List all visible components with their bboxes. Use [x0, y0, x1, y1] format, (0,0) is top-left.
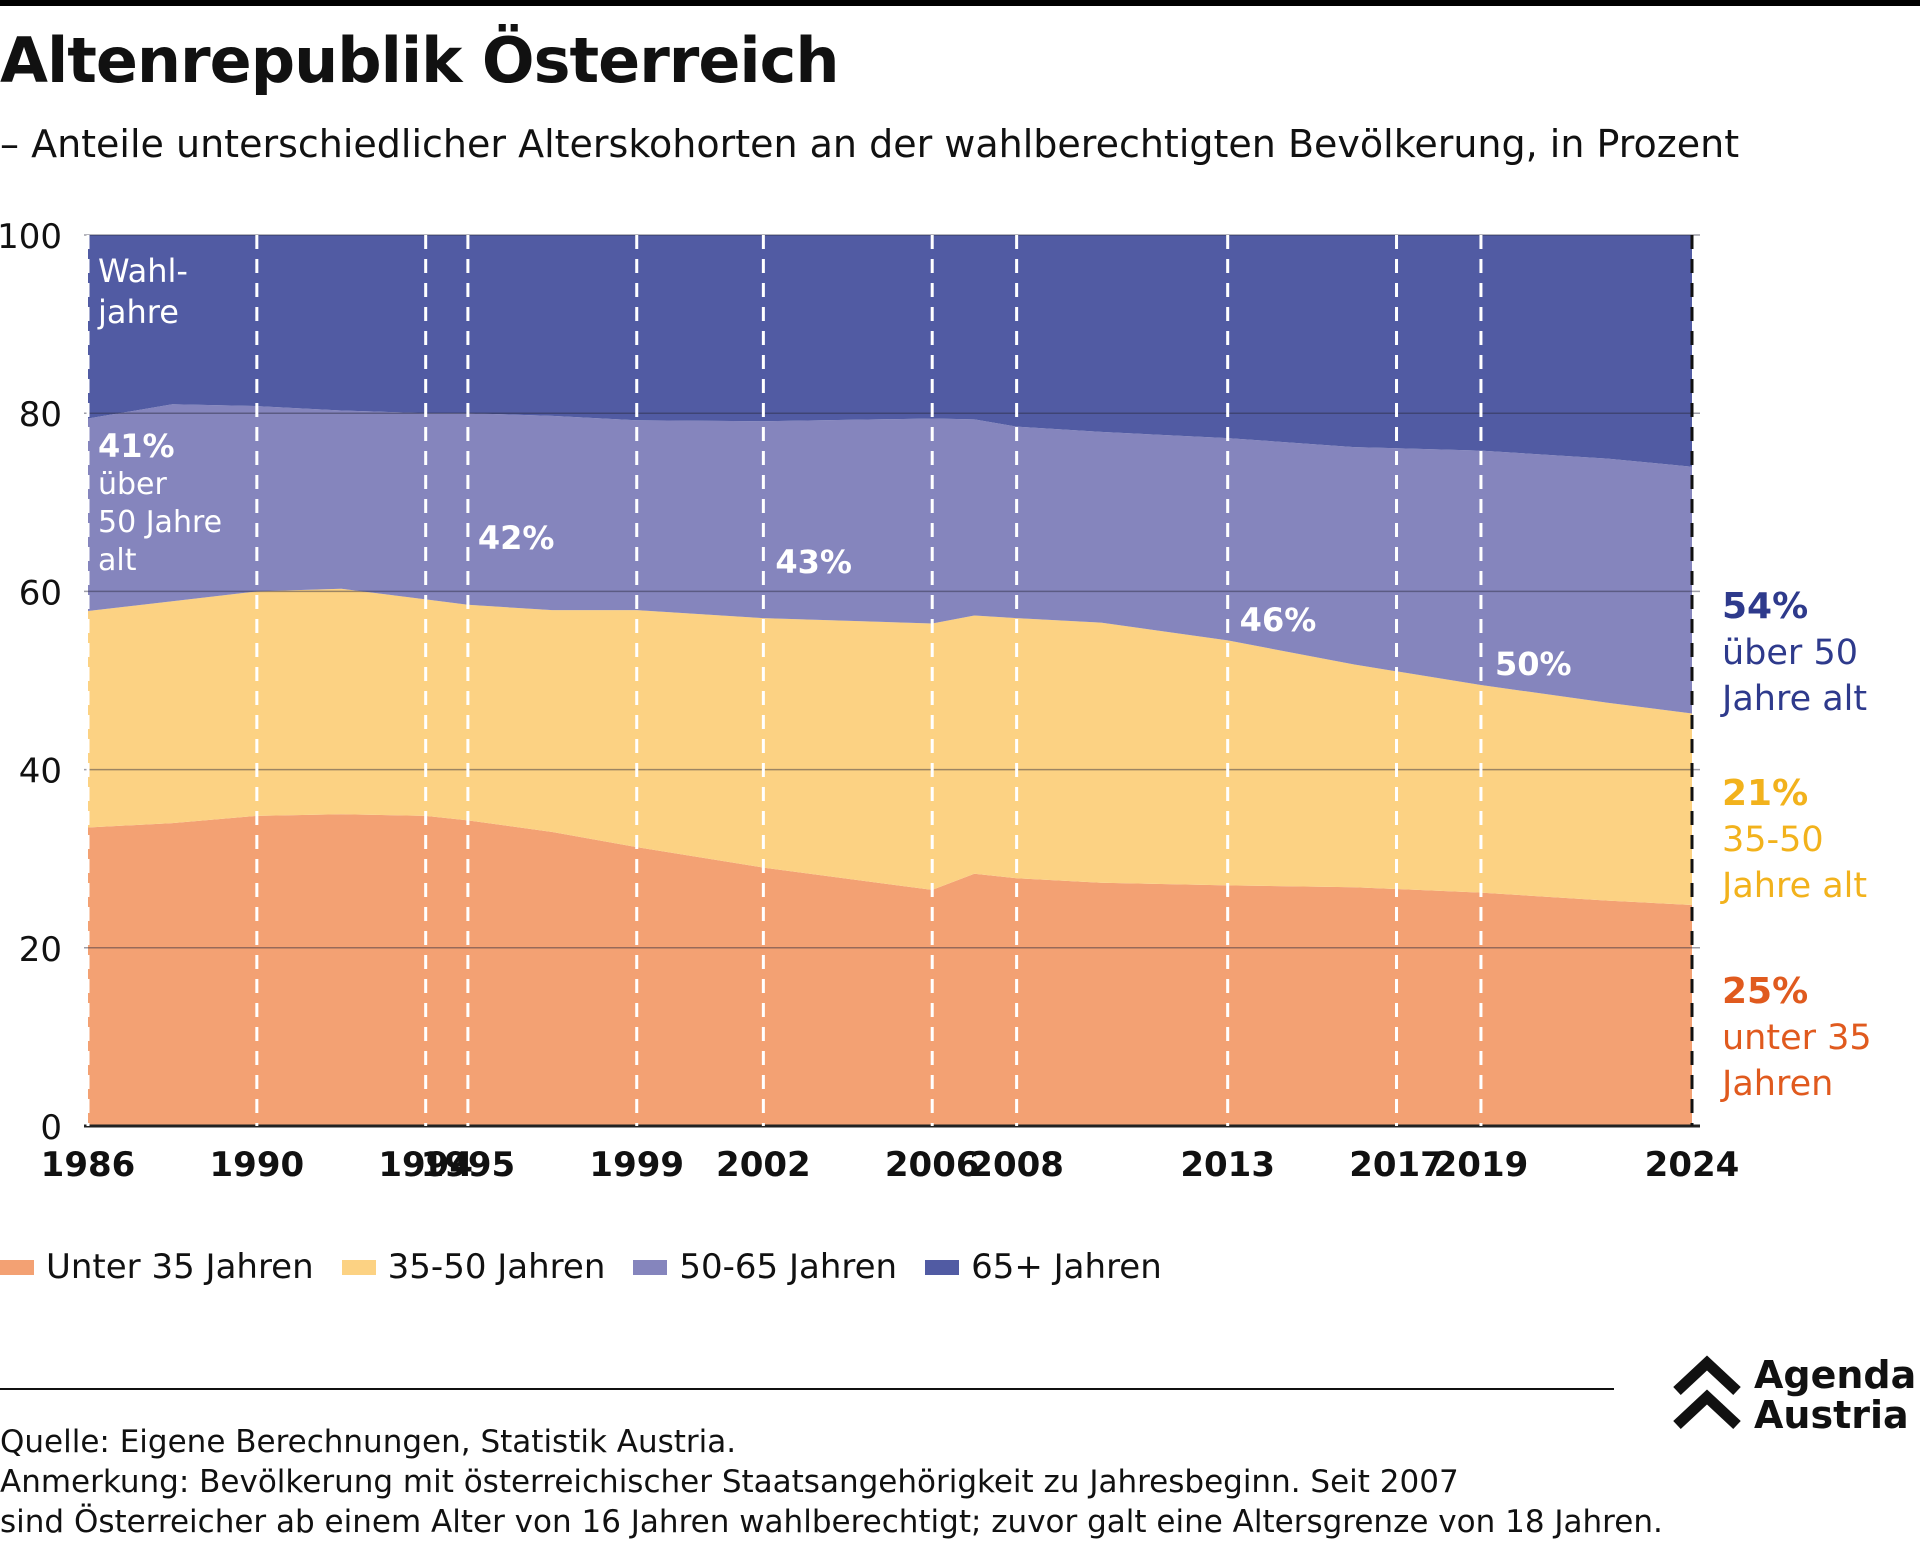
legend-item-65plus: 65+ Jahren — [925, 1247, 1162, 1287]
y-tick-label: 60 — [19, 573, 62, 613]
top-rule — [0, 0, 1920, 6]
right-label-pct: 21% — [1722, 773, 1808, 814]
legend-swatch — [925, 1259, 960, 1275]
right-label-text: Jahre alt — [1720, 679, 1867, 719]
annotation-2019: 50% — [1495, 645, 1572, 683]
right-label-text: unter 35 — [1722, 1018, 1872, 1058]
x-tick-label: 2019 — [1434, 1145, 1529, 1185]
annotation-2002: 43% — [775, 543, 852, 581]
note-line-1: Anmerkung: Bevölkerung mit österreichisc… — [0, 1464, 1459, 1500]
right-label-text: über 50 — [1722, 633, 1858, 673]
y-tick-label: 20 — [19, 930, 62, 970]
logo-line-1: Agenda — [1754, 1353, 1917, 1397]
x-tick-label: 1990 — [210, 1145, 305, 1185]
right-label-text: Jahren — [1720, 1064, 1833, 1104]
annotation-1995: 42% — [478, 519, 555, 557]
y-tick-label: 0 — [40, 1108, 62, 1148]
legend-swatch — [341, 1259, 376, 1275]
y-tick-label: 100 — [0, 217, 62, 257]
chart-title: Altenrepublik Österreich — [0, 24, 840, 97]
annotation-1986-text: alt — [98, 543, 137, 578]
x-tick-label: 2002 — [716, 1145, 811, 1185]
annotation-1986-text: 50 Jahre — [98, 505, 222, 540]
legend-label: Unter 35 Jahren — [46, 1247, 314, 1287]
x-tick-label: 1994 — [378, 1145, 473, 1185]
area-series-1 — [88, 588, 1692, 905]
right-label-pct: 54% — [1722, 586, 1808, 627]
legend-item-50-65: 50-65 Jahren — [633, 1247, 897, 1287]
annotation-wahljahre: Wahl- — [98, 252, 188, 290]
legend-item-35-50: 35-50 Jahren — [341, 1247, 606, 1287]
source-note: Quelle: Eigene Berechnungen, Statistik A… — [0, 1422, 1900, 1542]
right-label-pct: 25% — [1722, 971, 1808, 1012]
footer-rule — [0, 1388, 1614, 1390]
x-tick-label: 2017 — [1349, 1145, 1444, 1185]
double-chevron-up-icon — [1673, 1355, 1741, 1430]
legend-label: 50-65 Jahren — [679, 1247, 898, 1287]
chart-legend: Unter 35 Jahren 35-50 Jahren 50-65 Jahre… — [0, 1247, 1190, 1287]
x-tick-label: 1995 — [421, 1145, 516, 1185]
annotation-1986-text: über — [98, 467, 168, 502]
y-tick-label: 40 — [19, 752, 62, 792]
y-tick-label: 80 — [19, 395, 62, 435]
x-tick-label: 2024 — [1645, 1145, 1740, 1185]
agenda-austria-logo: Agenda Austria — [1672, 1355, 1916, 1445]
area-series-2 — [88, 404, 1692, 714]
source-line: Quelle: Eigene Berechnungen, Statistik A… — [0, 1424, 737, 1460]
legend-item-under35: Unter 35 Jahren — [0, 1247, 314, 1287]
logo-line-2: Austria — [1754, 1393, 1909, 1437]
logo-text: Agenda Austria — [1754, 1355, 1916, 1435]
x-tick-label: 2013 — [1180, 1145, 1275, 1185]
annotation-2013: 46% — [1240, 601, 1317, 639]
legend-label: 65+ Jahren — [971, 1247, 1162, 1287]
chart-subtitle: – Anteile unterschiedlicher Alterskohort… — [0, 122, 1740, 166]
legend-label: 35-50 Jahren — [387, 1247, 606, 1287]
right-label-text: Jahre alt — [1720, 866, 1867, 906]
legend-swatch — [0, 1259, 34, 1275]
x-tick-label: 2006 — [885, 1145, 980, 1185]
x-tick-label: 2008 — [969, 1145, 1064, 1185]
legend-swatch — [633, 1259, 668, 1275]
area-series-3 — [88, 235, 1692, 467]
note-line-2: sind Österreicher ab einem Alter von 16 … — [0, 1504, 1663, 1540]
x-tick-label: 1999 — [589, 1145, 684, 1185]
right-label-text: 35-50 — [1722, 820, 1824, 860]
annotation-wahljahre: jahre — [97, 293, 179, 331]
x-tick-label: 1986 — [41, 1145, 136, 1185]
annotation-1986-pct: 41% — [98, 427, 175, 465]
area-series-0 — [88, 814, 1692, 1126]
